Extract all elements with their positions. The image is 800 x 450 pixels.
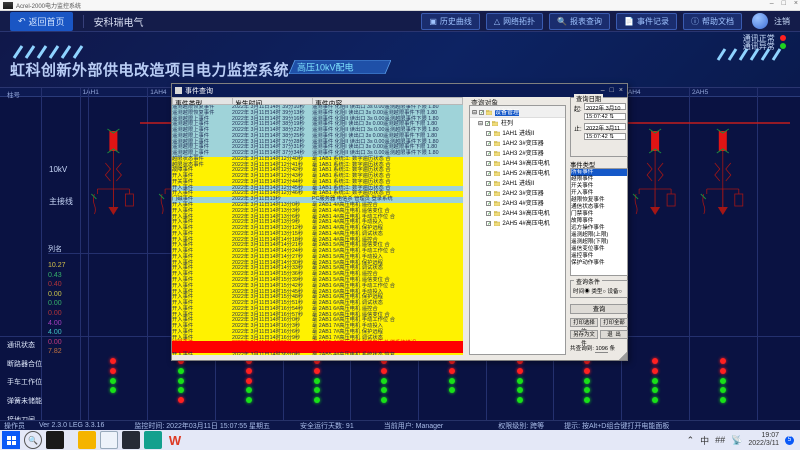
svg-text:高压10kV配电: 高压10kV配电 <box>297 62 354 73</box>
